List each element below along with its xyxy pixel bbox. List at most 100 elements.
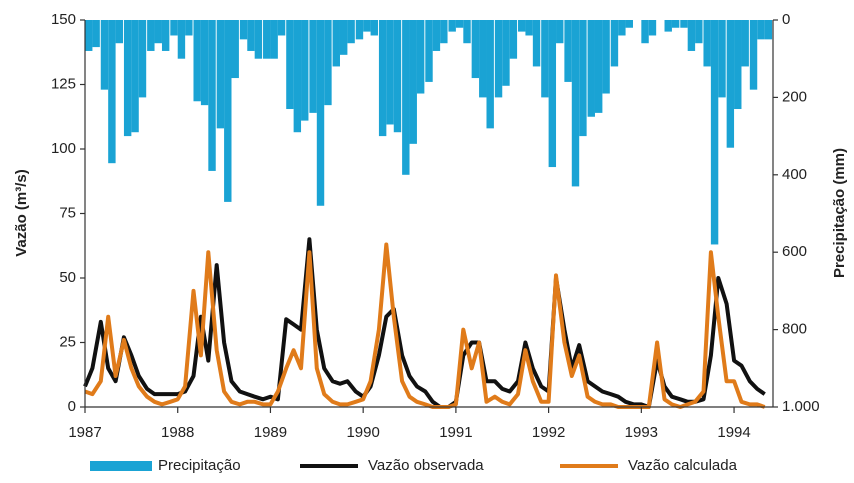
precip-bar [463,20,471,44]
legend-label: Vazão calculada [628,457,738,474]
y-tick-label: 50 [59,269,76,286]
y2-tick-label: 0 [782,11,790,28]
precip-bar [525,20,533,36]
y-axis-label: Vazão (m³/s) [13,169,30,257]
precip-bar [509,20,518,59]
precip-bar [131,20,139,133]
precip-bar [594,20,603,113]
precip-bar [486,20,494,129]
precip-bar [239,20,248,40]
precip-bar [378,20,387,137]
precip-bar [648,20,657,36]
precip-bar [571,20,580,187]
precip-bar [741,20,749,67]
precip-bar [216,20,225,129]
precip-bar [263,20,271,59]
precip-bar [309,20,317,113]
precip-bar [270,20,278,59]
precip-bar [231,20,239,79]
precip-bar [564,20,572,82]
precip-bar [494,20,503,98]
precip-bar [695,20,703,44]
precip-bar [200,20,209,106]
precip-bar [718,20,726,98]
flow-line [84,242,766,409]
precip-bar [556,20,564,44]
precip-bar [247,20,255,51]
precip-bar [448,20,456,32]
precip-bar [502,20,510,86]
precip-bar [177,20,186,59]
precip-bar [286,20,294,110]
y2-tick-label: 800 [782,321,807,338]
y-tick-label: 75 [59,204,76,221]
precip-bar [757,20,765,40]
precip-bar [108,20,116,164]
precip-bar [680,20,688,28]
precip-bar [749,20,758,90]
precip-bar [579,20,587,137]
x-tick-label: 1988 [161,424,194,441]
precip-bar [425,20,433,82]
y2-tick-label: 1.000 [782,398,820,415]
precip-bar [138,20,147,98]
precip-bar [625,20,633,28]
precip-bar [455,20,464,28]
precip-bar [610,20,619,67]
precip-bar [339,20,348,55]
precip-bar [332,20,340,67]
precip-bar [687,20,696,51]
precip-bar [602,20,610,94]
y-tick-label: 150 [51,11,76,28]
precip-bar [254,20,263,59]
y-tick-label: 125 [51,75,76,92]
precip-bar [224,20,232,202]
precip-bar [85,20,93,51]
precip-bar [92,20,100,48]
precip-bar [386,20,394,125]
y-tick-label: 100 [51,140,76,157]
precip-bar [664,20,672,32]
x-tick-label: 1994 [717,424,750,441]
legend-label: Precipitação [158,457,241,474]
y2-axis-label: Precipitação (mm) [831,148,848,278]
precip-bar [532,20,541,67]
precip-bar [347,20,355,44]
precip-bar [161,20,170,51]
precip-bar [734,20,742,110]
precip-bar [479,20,487,98]
y2-tick-label: 400 [782,166,807,183]
x-tick-label: 1992 [532,424,565,441]
x-tick-label: 1991 [439,424,472,441]
precip-bar [641,20,649,44]
precip-bar [548,20,557,168]
precip-bar [726,20,735,148]
precip-bar [703,20,711,67]
precip-bar [193,20,201,102]
precip-bar [324,20,332,106]
precip-bar [518,20,526,32]
precip-bar [393,20,402,133]
precip-bar [301,20,309,121]
precip-bar [416,20,425,94]
precip-bar [100,20,109,90]
precip-bar [587,20,595,117]
precip-bar [123,20,132,137]
x-tick-label: 1987 [68,424,101,441]
precip-bar [147,20,155,51]
precip-bar [355,20,364,40]
legend-label: Vazão observada [368,457,484,474]
precip-bar [432,20,441,51]
precip-bar [402,20,410,175]
x-tick-label: 1990 [346,424,379,441]
precip-bar [115,20,124,44]
precip-bar [277,20,286,36]
precip-bar [671,20,680,28]
precip-bar [208,20,216,171]
precip-bar [316,20,325,206]
precip-bar [618,20,626,36]
precip-bar [409,20,417,144]
precip-bar [170,20,178,36]
precip-bar [154,20,162,44]
